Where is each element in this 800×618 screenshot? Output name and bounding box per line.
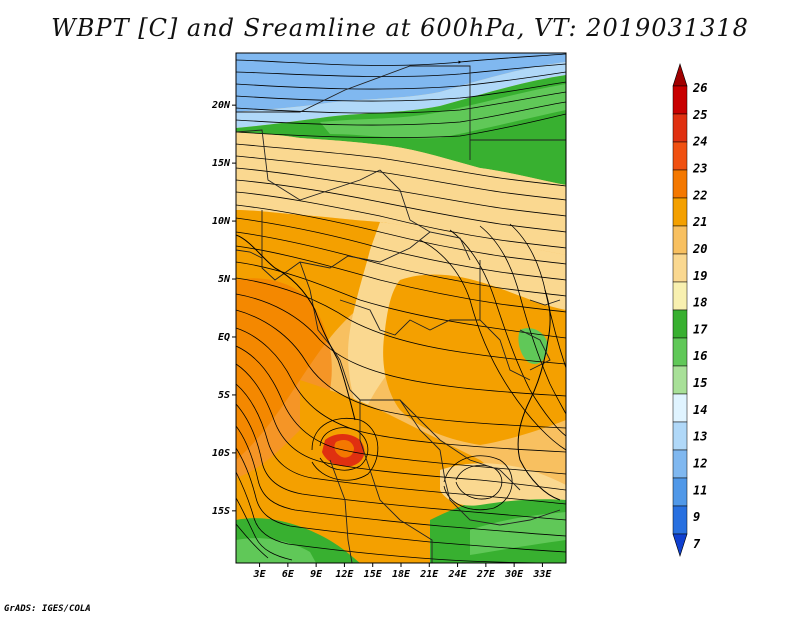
- colorbar-label: 26: [692, 81, 707, 95]
- colorbar-label: 12: [693, 457, 707, 471]
- colorbar-segment: [672, 169, 688, 199]
- colorbar-segment: [672, 337, 688, 367]
- wbpt-lightblue-zone: [236, 62, 566, 128]
- colorbar-segment: [672, 85, 688, 115]
- lon-tick-label: 9E: [310, 569, 323, 580]
- colorbar-label: 15: [693, 376, 707, 390]
- latitude-axis: 20N 15N 10N 5N EQ 5S 10S 15S: [211, 100, 236, 517]
- lat-tick-label: EQ: [218, 332, 230, 343]
- colorbar-segment: [672, 225, 688, 255]
- colorbar: 26 25 24 23 22 21 20 19 18 17 16 15 14 13 12 11 9 7: [672, 63, 708, 557]
- colorbar-segment: [672, 393, 688, 423]
- coastline-east: [517, 289, 561, 501]
- chart-title: WBPT [C] and Sreamline at 600hPa, VT: 20…: [51, 14, 749, 42]
- coastline-west: [236, 234, 356, 421]
- lat-tick-label: 20N: [211, 100, 231, 111]
- wbpt-hotspot-core: [334, 440, 354, 458]
- colorbar-label: 9: [693, 510, 700, 524]
- colorbar-label: 11: [693, 483, 707, 497]
- colorbar-segment: [672, 141, 688, 171]
- colorbar-label: 13: [693, 430, 707, 444]
- colorbar-segment: [672, 477, 688, 507]
- colorbar-label: 14: [693, 403, 707, 417]
- colorbar-top-triangle: [672, 63, 688, 87]
- grads-credit: GrADS: IGES/COLA: [4, 604, 91, 614]
- lon-tick-label: 27E: [476, 569, 496, 580]
- colorbar-segment: [672, 505, 688, 535]
- colorbar-label: 23: [692, 161, 707, 175]
- lon-tick-label: 18E: [392, 569, 411, 580]
- lat-tick-label: 15S: [212, 506, 230, 517]
- colorbar-label: 16: [693, 349, 707, 363]
- colorbar-segment: [672, 197, 688, 227]
- colorbar-label: 25: [692, 108, 707, 122]
- lat-tick-label: 10S: [212, 448, 230, 459]
- longitude-axis: 3E 6E 9E 12E 15E 18E 21E 24E 27E 30E 33E: [253, 563, 552, 580]
- colorbar-label: 21: [692, 215, 707, 229]
- lon-tick-label: 24E: [448, 569, 468, 580]
- colorbar-label: 17: [693, 322, 708, 336]
- colorbar-bottom-triangle: [672, 533, 688, 557]
- colorbar-label: 20: [692, 242, 707, 256]
- colorbar-label: 22: [692, 188, 707, 202]
- colorbar-segment: [672, 281, 688, 311]
- colorbar-segment: [672, 365, 688, 395]
- lat-tick-label: 10N: [212, 216, 231, 227]
- colorbar-label: 19: [693, 269, 707, 283]
- streamlines: [236, 53, 566, 563]
- lon-tick-label: 15E: [364, 569, 383, 580]
- colorbar-segment: [672, 449, 688, 479]
- colorbar-segment: [672, 309, 688, 339]
- colorbar-label: 7: [693, 537, 701, 551]
- colorbar-label: 18: [693, 296, 707, 310]
- lon-tick-label: 33E: [532, 569, 552, 580]
- lon-tick-label: 3E: [253, 569, 267, 580]
- colorbar-segment: [672, 113, 688, 143]
- map-panel: [236, 53, 566, 563]
- lat-tick-label: 15N: [212, 158, 231, 169]
- colorbar-segment: [672, 421, 688, 451]
- lat-tick-label: 5N: [218, 274, 231, 285]
- wbpt-palegreen-southeast: [470, 512, 566, 555]
- wbpt-blue-zone: [236, 53, 566, 112]
- lon-tick-label: 6E: [282, 569, 295, 580]
- wbpt-green-lakes-east: [518, 328, 548, 365]
- lon-tick-label: 12E: [335, 569, 354, 580]
- lon-tick-label: 21E: [419, 569, 439, 580]
- lon-tick-label: 30E: [504, 569, 524, 580]
- colorbar-segment: [672, 253, 688, 283]
- wbpt-palegreen-southwest: [236, 538, 316, 563]
- country-borders: [236, 65, 566, 563]
- lat-tick-label: 5S: [218, 390, 230, 401]
- colorbar-label: 24: [692, 135, 707, 149]
